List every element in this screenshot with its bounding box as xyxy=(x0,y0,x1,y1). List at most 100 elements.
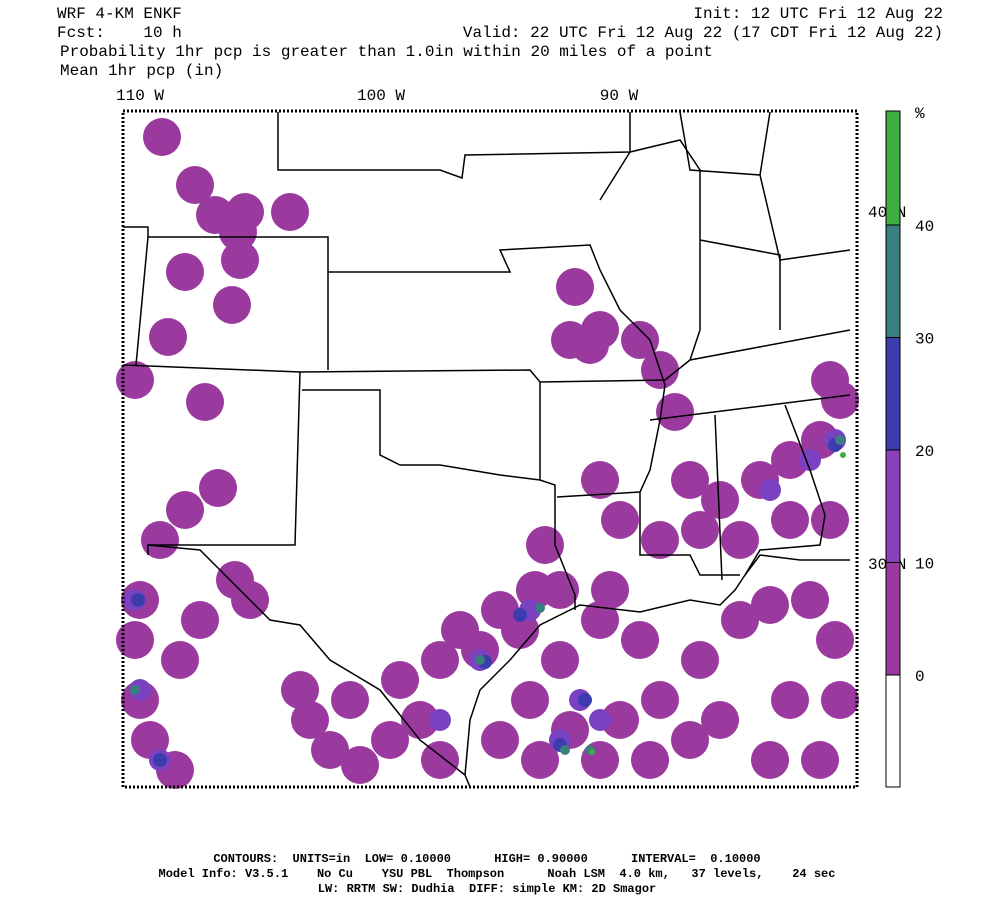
footer-line: CONTOURS: UNITS=in LOW= 0.10000 HIGH= 0.… xyxy=(213,852,760,866)
precip-core xyxy=(578,693,592,707)
precip-blob xyxy=(421,641,459,679)
precip-blob xyxy=(186,383,224,421)
precip-blob xyxy=(811,501,849,539)
precip-blob xyxy=(141,521,179,559)
colorbar-segment xyxy=(886,450,900,563)
precip-core xyxy=(589,709,611,731)
precip-blob xyxy=(771,501,809,539)
model-name: WRF 4-KM ENKF xyxy=(57,5,182,23)
precip-blob xyxy=(511,681,549,719)
footer-line: Model Info: V3.5.1 No Cu YSU PBL Thompso… xyxy=(159,867,836,881)
precip-blob xyxy=(621,621,659,659)
footer-line: LW: RRTM SW: Dudhia DIFF: simple KM: 2D … xyxy=(318,882,656,896)
precip-core xyxy=(835,435,845,445)
precip-core xyxy=(429,709,451,731)
precip-blob xyxy=(181,601,219,639)
colorbar xyxy=(885,110,901,788)
precip-blob xyxy=(143,118,181,156)
precip-blob xyxy=(656,393,694,431)
precip-blob xyxy=(701,481,739,519)
precip-blob xyxy=(801,741,839,779)
precip-blob xyxy=(791,581,829,619)
lon-label: 90 W xyxy=(600,87,639,105)
precip-blob xyxy=(176,166,214,204)
colorbar-label: 40 xyxy=(915,218,934,236)
valid-time: Valid: 22 UTC Fri 12 Aug 22 (17 CDT Fri … xyxy=(463,24,943,42)
precip-core xyxy=(560,745,570,755)
precip-core xyxy=(130,685,140,695)
precip-blob xyxy=(621,321,659,359)
colorbar-segment xyxy=(886,562,900,675)
precip-blob xyxy=(601,701,639,739)
precip-blob xyxy=(581,461,619,499)
precip-blob xyxy=(219,213,257,251)
precip-blob xyxy=(481,721,519,759)
precip-core xyxy=(799,449,821,471)
precip-blob xyxy=(601,501,639,539)
precip-blob xyxy=(551,321,589,359)
colorbar-unit: % xyxy=(915,105,925,123)
precip-core xyxy=(153,753,167,767)
precip-blob xyxy=(771,681,809,719)
map-frame xyxy=(121,109,859,789)
colorbar-segment xyxy=(886,675,900,787)
state-borders xyxy=(122,111,851,788)
precip-blob xyxy=(701,701,739,739)
precip-blob xyxy=(671,461,709,499)
precip-blob xyxy=(811,361,849,399)
precip-core xyxy=(759,479,781,501)
colorbar-label: 20 xyxy=(915,443,934,461)
precip-blob xyxy=(556,268,594,306)
lon-label: 100 W xyxy=(357,87,405,105)
colorbar-frame xyxy=(885,110,901,788)
precip-blob xyxy=(341,746,379,784)
colorbar-label: 30 xyxy=(915,331,934,349)
precip-blob xyxy=(521,741,559,779)
precip-blob xyxy=(116,361,154,399)
init-time: Init: 12 UTC Fri 12 Aug 22 xyxy=(693,5,943,23)
precip-core xyxy=(513,608,527,622)
precip-blob xyxy=(641,521,679,559)
precip-core xyxy=(475,655,485,665)
precip-blob xyxy=(541,641,579,679)
precip-blob xyxy=(381,661,419,699)
precip-blob xyxy=(681,511,719,549)
forecast-hour: Fcst: 10 h xyxy=(57,24,182,42)
precip-blob xyxy=(581,601,619,639)
precip-blob xyxy=(641,681,679,719)
precip-blob xyxy=(526,526,564,564)
precip-blob xyxy=(401,701,439,739)
precip-blob xyxy=(199,469,237,507)
precip-blob xyxy=(311,731,349,769)
precip-blob xyxy=(213,286,251,324)
lon-label: 110 W xyxy=(116,87,164,105)
precip-blob xyxy=(816,621,854,659)
colorbar-label: 10 xyxy=(915,556,934,574)
precip-blob xyxy=(721,601,759,639)
precip-field xyxy=(116,118,859,789)
colorbar-segment xyxy=(886,111,900,225)
colorbar-segment xyxy=(886,337,900,450)
precip-blob xyxy=(116,621,154,659)
precip-blob xyxy=(421,741,459,779)
precip-blob xyxy=(681,641,719,679)
precip-blob xyxy=(371,721,409,759)
precip-blob xyxy=(821,681,859,719)
precip-blob xyxy=(331,681,369,719)
precip-blob xyxy=(166,253,204,291)
precip-blob xyxy=(751,741,789,779)
precip-blob xyxy=(216,561,254,599)
precip-blob xyxy=(221,241,259,279)
precip-blob xyxy=(771,441,809,479)
precip-blob xyxy=(161,641,199,679)
precip-blob xyxy=(751,586,789,624)
colorbar-segment xyxy=(886,225,900,338)
field-title: Probability 1hr pcp is greater than 1.0i… xyxy=(60,43,713,61)
precip-core xyxy=(840,452,846,458)
precip-blob xyxy=(149,318,187,356)
precip-blob xyxy=(281,671,319,709)
precip-core xyxy=(131,593,145,607)
precip-blob xyxy=(631,741,669,779)
precip-blob xyxy=(671,721,709,759)
